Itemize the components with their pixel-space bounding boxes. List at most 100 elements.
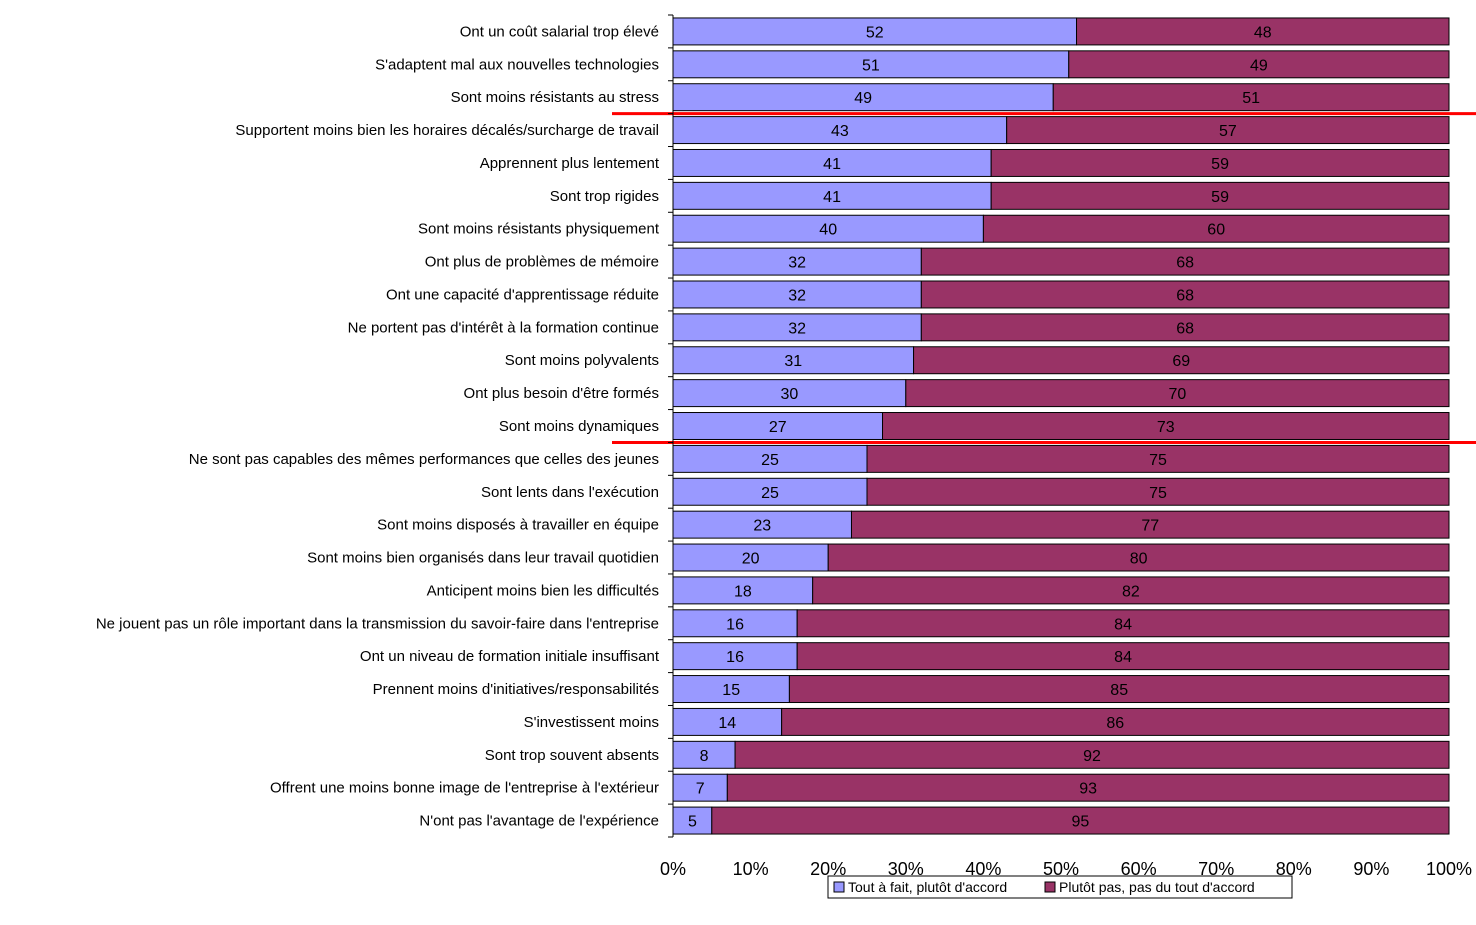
- data-label-disagree-15: 75: [1149, 485, 1167, 502]
- data-label-agree-20: 16: [726, 649, 744, 666]
- bar-disagree-7: [982, 214, 1450, 243]
- bar-agree-2: [672, 50, 1070, 79]
- data-label-agree-18: 18: [734, 583, 752, 600]
- data-label-agree-9: 32: [788, 287, 806, 304]
- bar-disagree-10: [920, 313, 1450, 342]
- data-label-agree-12: 30: [781, 386, 799, 403]
- bar-disagree-1: [1076, 17, 1450, 46]
- legend-frame: [827, 875, 1293, 899]
- legend: Tout à fait, plutôt d'accord Plutôt pas,…: [827, 875, 1293, 899]
- x-tick-label-60pct: 60%: [1121, 859, 1157, 879]
- x-tick-label-80pct: 80%: [1276, 859, 1312, 879]
- category-label-23: Sont trop souvent absents: [485, 747, 659, 764]
- x-tick-label-40pct: 40%: [965, 859, 1001, 879]
- bar-agree-10: [672, 313, 922, 342]
- category-label-24: Offrent une moins bonne image de l'entre…: [270, 780, 659, 797]
- bar-disagree-22: [781, 707, 1450, 736]
- bar-agree-11: [672, 346, 915, 375]
- bar-agree-18: [672, 576, 814, 605]
- data-label-disagree-25: 95: [1072, 814, 1090, 831]
- category-label-12: Ont plus besoin d'être formés: [464, 385, 659, 402]
- legend-label-series-1: Plutôt pas, pas du tout d'accord: [1059, 879, 1255, 895]
- bar-disagree-23: [734, 740, 1450, 769]
- bar-disagree-8: [920, 247, 1450, 276]
- bar-agree-20: [672, 642, 798, 671]
- bar-disagree-2: [1068, 50, 1450, 79]
- data-label-agree-3: 49: [854, 90, 872, 107]
- data-label-agree-19: 16: [726, 616, 744, 633]
- data-label-agree-7: 40: [819, 222, 837, 239]
- data-label-agree-24: 7: [696, 781, 705, 798]
- bar-agree-14: [672, 444, 868, 473]
- x-tick-label-70pct: 70%: [1198, 859, 1234, 879]
- bar-agree-1: [672, 17, 1078, 46]
- data-label-agree-16: 23: [753, 518, 771, 535]
- bar-disagree-3: [1052, 83, 1450, 112]
- data-label-disagree-6: 59: [1211, 189, 1229, 206]
- data-label-disagree-10: 68: [1176, 320, 1194, 337]
- data-label-agree-17: 20: [742, 551, 760, 568]
- category-label-7: Sont moins résistants physiquement: [418, 221, 660, 238]
- data-label-disagree-24: 93: [1079, 781, 1097, 798]
- category-label-20: Ont un niveau de formation initiale insu…: [360, 648, 660, 665]
- data-label-disagree-19: 84: [1114, 616, 1132, 633]
- data-label-agree-6: 41: [823, 189, 841, 206]
- bar-agree-19: [672, 609, 798, 638]
- data-label-disagree-21: 85: [1110, 682, 1128, 699]
- data-label-agree-13: 27: [769, 419, 787, 436]
- data-label-disagree-18: 82: [1122, 583, 1140, 600]
- category-label-25: N'ont pas l'avantage de l'expérience: [419, 813, 659, 830]
- data-label-disagree-20: 84: [1114, 649, 1132, 666]
- category-label-21: Prennent moins d'initiatives/responsabil…: [373, 681, 659, 698]
- data-label-disagree-23: 92: [1083, 748, 1101, 765]
- category-label-4: Supportent moins bien les horaires décal…: [235, 122, 659, 139]
- category-label-6: Sont trop rigides: [550, 188, 659, 205]
- x-tick-label-10pct: 10%: [733, 859, 769, 879]
- bar-agree-4: [672, 116, 1008, 145]
- x-tick-label-90pct: 90%: [1353, 859, 1389, 879]
- data-label-agree-15: 25: [761, 485, 779, 502]
- category-label-14: Ne sont pas capables des mêmes performan…: [189, 451, 659, 468]
- data-label-disagree-2: 49: [1250, 57, 1268, 74]
- data-label-disagree-8: 68: [1176, 255, 1194, 272]
- data-label-agree-8: 32: [788, 255, 806, 272]
- bar-agree-25: [672, 806, 713, 835]
- bar-agree-13: [672, 412, 884, 440]
- bar-agree-7: [672, 214, 984, 243]
- category-label-17: Sont moins bien organisés dans leur trav…: [307, 550, 659, 567]
- data-label-disagree-13: 73: [1157, 419, 1175, 436]
- bar-disagree-18: [812, 576, 1450, 605]
- data-label-agree-25: 5: [688, 814, 697, 831]
- x-tick-label-0pct: 0%: [660, 859, 686, 879]
- data-label-disagree-11: 69: [1172, 353, 1190, 370]
- bar-agree-3: [672, 83, 1054, 112]
- x-tick-label-100pct: 100%: [1426, 859, 1472, 879]
- data-label-agree-22: 14: [718, 715, 736, 732]
- bar-disagree-13: [882, 412, 1450, 440]
- x-tick-label-20pct: 20%: [810, 859, 846, 879]
- bar-disagree-9: [920, 280, 1450, 309]
- bar-agree-23: [672, 740, 736, 769]
- data-label-agree-14: 25: [761, 452, 779, 469]
- bar-disagree-12: [905, 379, 1450, 408]
- bar-disagree-25: [711, 806, 1450, 835]
- x-tick-label-30pct: 30%: [888, 859, 924, 879]
- bar-disagree-4: [1006, 116, 1450, 145]
- bar-agree-22: [672, 707, 783, 736]
- bar-disagree-11: [913, 346, 1450, 375]
- bar-disagree-6: [990, 181, 1450, 210]
- category-label-19: Ne jouent pas un rôle important dans la …: [96, 615, 659, 632]
- data-label-disagree-4: 57: [1219, 123, 1237, 140]
- bar-disagree-24: [726, 773, 1450, 802]
- bar-disagree-16: [850, 510, 1450, 539]
- bar-agree-12: [672, 379, 907, 408]
- data-label-disagree-3: 51: [1242, 90, 1260, 107]
- data-label-disagree-12: 70: [1169, 386, 1187, 403]
- legend-swatch-series-0: [833, 881, 845, 893]
- data-label-disagree-9: 68: [1176, 287, 1194, 304]
- data-label-agree-21: 15: [722, 682, 740, 699]
- data-label-agree-4: 43: [831, 123, 849, 140]
- bar-disagree-21: [788, 675, 1450, 704]
- legend-label-series-0: Tout à fait, plutôt d'accord: [848, 879, 1007, 895]
